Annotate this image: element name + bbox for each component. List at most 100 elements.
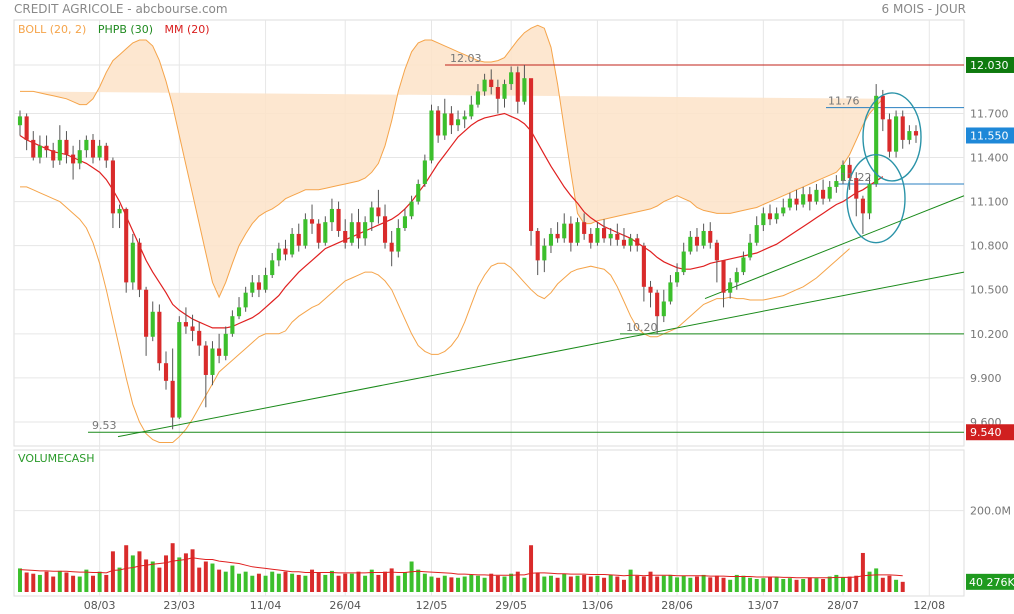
volume-bar <box>376 574 381 592</box>
candle-body <box>628 238 633 246</box>
volume-bar <box>860 552 865 592</box>
candle-body <box>436 110 441 136</box>
volume-bar <box>509 573 514 592</box>
candle-body <box>767 213 773 220</box>
volume-bar <box>402 572 407 592</box>
candle-body <box>316 223 321 243</box>
volume-bar <box>429 576 434 592</box>
bottom-price-label: 9.540 <box>970 426 1002 439</box>
volume-bar <box>383 571 388 592</box>
volume-bar <box>456 577 461 592</box>
volume-bar <box>635 575 640 592</box>
date-tick-label: 12/08 <box>913 599 945 612</box>
candle-body <box>694 236 700 246</box>
volume-bar <box>522 577 527 592</box>
annotation-label: 10.20 <box>626 321 658 334</box>
volume-bar <box>794 579 799 592</box>
candle-body <box>655 292 660 317</box>
candle-body <box>217 348 222 356</box>
candle-body <box>363 222 368 239</box>
price-tick-label: 11.700 <box>970 107 1009 120</box>
candle-body <box>668 282 673 302</box>
candle-body <box>150 311 155 337</box>
candle-body <box>568 223 573 243</box>
candle-body <box>528 78 534 231</box>
volume-bar <box>250 575 255 592</box>
candle-body <box>177 322 182 418</box>
candle-body <box>203 345 208 375</box>
volume-bar <box>661 575 666 592</box>
trend-lines <box>88 64 965 438</box>
candle-body <box>51 150 56 161</box>
candle-body <box>615 233 620 240</box>
volume-bar <box>562 573 567 592</box>
volume-bar <box>608 574 613 592</box>
candle-body <box>57 139 62 161</box>
candle-body <box>807 194 812 202</box>
period-label: 6 MOIS - JOUR <box>881 2 966 16</box>
bollinger-lower <box>20 186 850 443</box>
volume-bar <box>748 577 753 592</box>
volume-bar <box>91 575 95 592</box>
candle-body <box>183 322 188 327</box>
volume-bar <box>708 577 713 592</box>
volume-bar <box>349 573 354 592</box>
volume-bar <box>243 571 248 592</box>
volume-bar <box>714 575 719 592</box>
volume-bar <box>18 568 22 592</box>
candle-body <box>110 160 115 214</box>
volume-bar <box>336 575 341 592</box>
volume-bar <box>223 571 228 592</box>
candle-body <box>469 104 474 117</box>
volume-bar <box>310 569 315 592</box>
candle-body <box>781 207 786 214</box>
candle-body <box>90 139 96 158</box>
volume-bar <box>575 575 580 592</box>
candle-body <box>635 238 640 246</box>
volume-bar <box>137 551 142 592</box>
annotation-label: 11.22 <box>840 171 872 184</box>
volume-bar <box>422 573 427 592</box>
price-tick-label: 10.200 <box>970 328 1009 341</box>
candle-body <box>429 110 434 161</box>
volume-bar <box>555 577 560 592</box>
candle-body <box>422 160 427 184</box>
volume-bar <box>263 575 268 592</box>
volume-panel-frame <box>13 449 965 597</box>
candle-body <box>250 282 255 293</box>
candle-body <box>495 87 500 99</box>
volume-bar <box>834 574 839 592</box>
volume-bar <box>548 575 553 592</box>
date-tick-label: 08/03 <box>84 599 116 612</box>
volume-bar <box>37 574 42 592</box>
candle-body <box>223 333 228 356</box>
candle-body <box>641 245 646 287</box>
volume-panel: 200.0M 40 276K <box>14 505 1014 592</box>
price-annotations: 12.03 11.76 11.22 10.20 9.53 <box>92 52 872 432</box>
volume-bar <box>396 575 401 592</box>
candle-body <box>396 228 401 252</box>
candle-body <box>555 233 560 239</box>
date-tick-label: 13/07 <box>747 599 779 612</box>
volume-bar <box>343 573 348 592</box>
candle-body <box>323 222 328 243</box>
top-price-label: 12.030 <box>970 59 1009 72</box>
volume-bar <box>97 571 102 592</box>
candle-body <box>794 198 799 205</box>
candle-body <box>900 116 905 140</box>
candle-body <box>489 79 494 88</box>
volume-bar <box>641 576 646 592</box>
candle-body <box>688 236 693 252</box>
candle-body <box>714 242 719 261</box>
volume-bar <box>130 555 135 592</box>
candle-body <box>482 79 487 92</box>
last-price-label: 11.550 <box>970 129 1009 142</box>
candle-body <box>64 139 69 155</box>
moving-average-line <box>19 112 884 329</box>
candle-body <box>608 233 613 239</box>
volume-bar <box>469 574 474 592</box>
candle-body <box>449 113 454 126</box>
candle-body <box>97 145 102 158</box>
volume-bar <box>270 571 275 592</box>
candle-body <box>130 242 135 283</box>
